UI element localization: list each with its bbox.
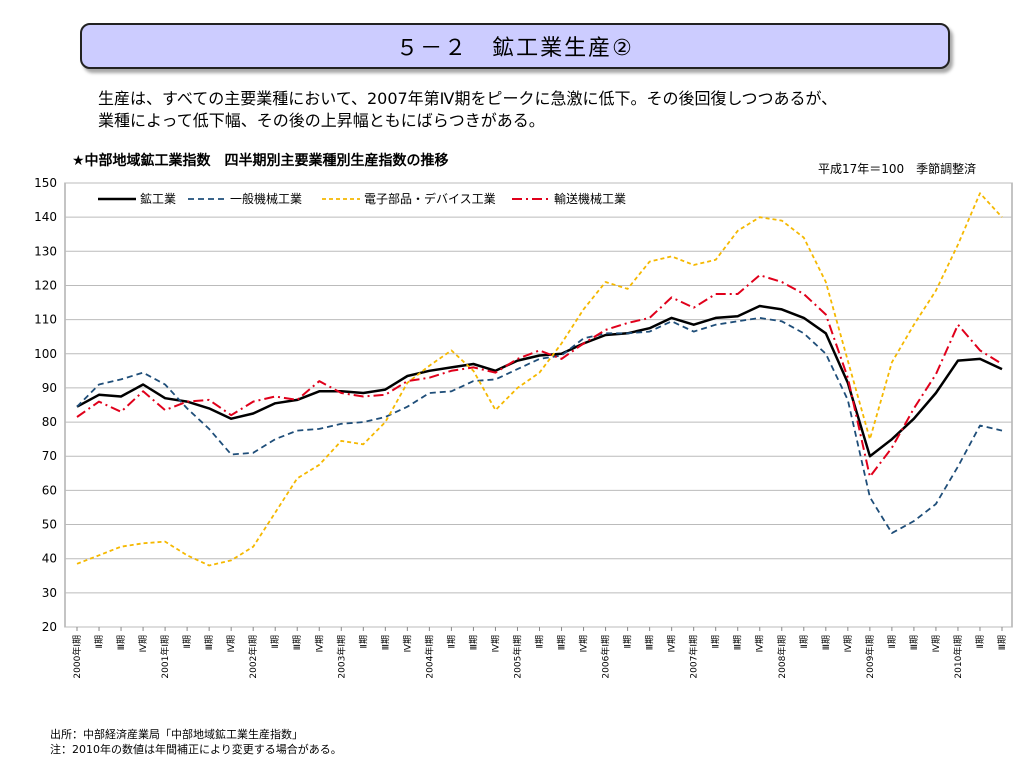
x-tick-label: Ⅱ期: [446, 635, 457, 648]
summary-line-1: 生産は、すべての主要業種において、2007年第Ⅳ期をピークに急激に低下。その後回…: [98, 89, 838, 108]
x-tick-label: Ⅲ期: [909, 635, 920, 650]
y-tick-label: 60: [42, 483, 57, 497]
x-tick-label: Ⅱ期: [887, 635, 898, 648]
y-tick-label: 40: [42, 552, 57, 566]
legend-label: 鉱工業: [140, 191, 176, 206]
footnotes: 出所：中部経済産業局「中部地域鉱工業生産指数」 注：2010年の数値は年間補正に…: [50, 727, 342, 757]
summary-line-2: 業種によって低下幅、その後の上昇幅ともにばらつきがある。: [98, 111, 545, 130]
x-tick-label: Ⅱ期: [270, 635, 281, 648]
x-axis-ticks: 2000年Ⅰ期 Ⅱ期 Ⅲ期 Ⅳ期 2001年Ⅰ期 Ⅱ期 Ⅲ期 Ⅳ期 2002年Ⅰ期 Ⅱ期 Ⅲ期 Ⅳ期 2…: [71, 627, 1008, 679]
x-tick-label: Ⅲ期: [468, 635, 479, 650]
x-tick-label: Ⅳ期: [667, 635, 678, 652]
chart-title: ★中部地域鉱工業指数 四半期別主要業種別生産指数の推移: [72, 153, 449, 169]
x-tick-label: 2002年Ⅰ期: [247, 635, 259, 679]
y-tick-label: 80: [42, 415, 57, 429]
y-tick-label: 70: [42, 449, 57, 463]
x-tick-label: Ⅱ期: [799, 635, 810, 648]
x-tick-label: Ⅱ期: [975, 635, 986, 648]
x-tick-label: 2006年Ⅰ期: [600, 635, 612, 679]
grid-lines: [64, 182, 1013, 628]
x-tick-label: Ⅱ期: [182, 635, 193, 648]
x-tick-label: 2005年Ⅰ期: [511, 635, 523, 679]
x-tick-label: 2008年Ⅰ期: [776, 635, 788, 679]
y-tick-label: 90: [42, 381, 57, 395]
y-tick-label: 140: [34, 210, 57, 224]
x-tick-label: 2004年Ⅰ期: [423, 635, 435, 679]
y-tick-label: 20: [42, 620, 57, 634]
legend: 鉱工業 一般機械工業 電子部品・デバイス工業 輸送機械工業: [98, 191, 626, 206]
legend-label: 電子部品・デバイス工業: [364, 191, 496, 206]
y-tick-label: 110: [34, 313, 57, 327]
x-tick-label: Ⅱ期: [358, 635, 369, 648]
y-tick-label: 100: [34, 347, 57, 361]
summary-text: 生産は、すべての主要業種において、2007年第Ⅳ期をピークに急激に低下。その後回…: [98, 88, 978, 132]
x-tick-label: Ⅲ期: [645, 635, 656, 650]
x-tick-label: Ⅲ期: [997, 635, 1008, 650]
x-tick-label: 2009年Ⅰ期: [864, 635, 876, 679]
series-lines: [76, 192, 1003, 567]
x-tick-label: 2001年Ⅰ期: [159, 635, 171, 679]
x-tick-label: 2007年Ⅰ期: [688, 635, 700, 679]
x-tick-label: Ⅲ期: [557, 635, 568, 650]
x-tick-label: Ⅳ期: [490, 635, 501, 652]
series-line-3: [76, 192, 1003, 567]
y-tick-label: 50: [42, 518, 57, 532]
x-tick-label: Ⅳ期: [226, 635, 237, 652]
x-tick-label: Ⅳ期: [402, 635, 413, 652]
x-tick-label: Ⅲ期: [116, 635, 127, 650]
revision-note: 注：2010年の数値は年間補正により変更する場合がある。: [50, 743, 342, 756]
series-line-1: [76, 304, 1003, 458]
x-tick-label: Ⅱ期: [623, 635, 634, 648]
series-line-2: [76, 316, 1003, 534]
series-line-4: [76, 274, 1003, 478]
x-tick-label: Ⅳ期: [931, 635, 942, 652]
x-tick-label: Ⅳ期: [843, 635, 854, 652]
chart-subtitle: 平成17年＝100 季節調整済: [818, 162, 977, 176]
y-tick-label: 150: [34, 176, 57, 190]
y-tick-label: 30: [42, 586, 57, 600]
y-tick-label: 120: [34, 278, 57, 292]
x-tick-label: Ⅱ期: [711, 635, 722, 648]
x-tick-label: Ⅲ期: [292, 635, 303, 650]
source-note: 出所：中部経済産業局「中部地域鉱工業生産指数」: [50, 728, 303, 741]
plot-area-frame: [64, 182, 1013, 628]
y-tick-label: 130: [34, 244, 57, 258]
x-tick-label: Ⅱ期: [94, 635, 105, 648]
x-tick-label: Ⅱ期: [535, 635, 546, 648]
x-tick-label: Ⅳ期: [579, 635, 590, 652]
x-tick-label: Ⅲ期: [821, 635, 832, 650]
x-tick-label: 2003年Ⅰ期: [335, 635, 347, 679]
x-tick-label: Ⅲ期: [380, 635, 391, 650]
x-tick-label: Ⅳ期: [138, 635, 149, 652]
y-axis-ticks: 20 30 40 50 60 70 80 90 100 110 120 130 140 150: [34, 176, 57, 634]
legend-label: 一般機械工業: [230, 191, 302, 206]
slide-title: ５－２ 鉱工業生産②: [396, 36, 634, 61]
x-tick-label: 2000年Ⅰ期: [71, 635, 83, 679]
x-tick-label: 2010年Ⅰ期: [952, 635, 964, 679]
legend-label: 輸送機械工業: [554, 191, 626, 206]
x-tick-label: Ⅳ期: [314, 635, 325, 652]
x-tick-label: Ⅲ期: [204, 635, 215, 650]
x-tick-label: Ⅳ期: [755, 635, 766, 652]
x-tick-label: Ⅲ期: [733, 635, 744, 650]
slide-title-box: ５－２ 鉱工業生産②: [80, 23, 950, 69]
